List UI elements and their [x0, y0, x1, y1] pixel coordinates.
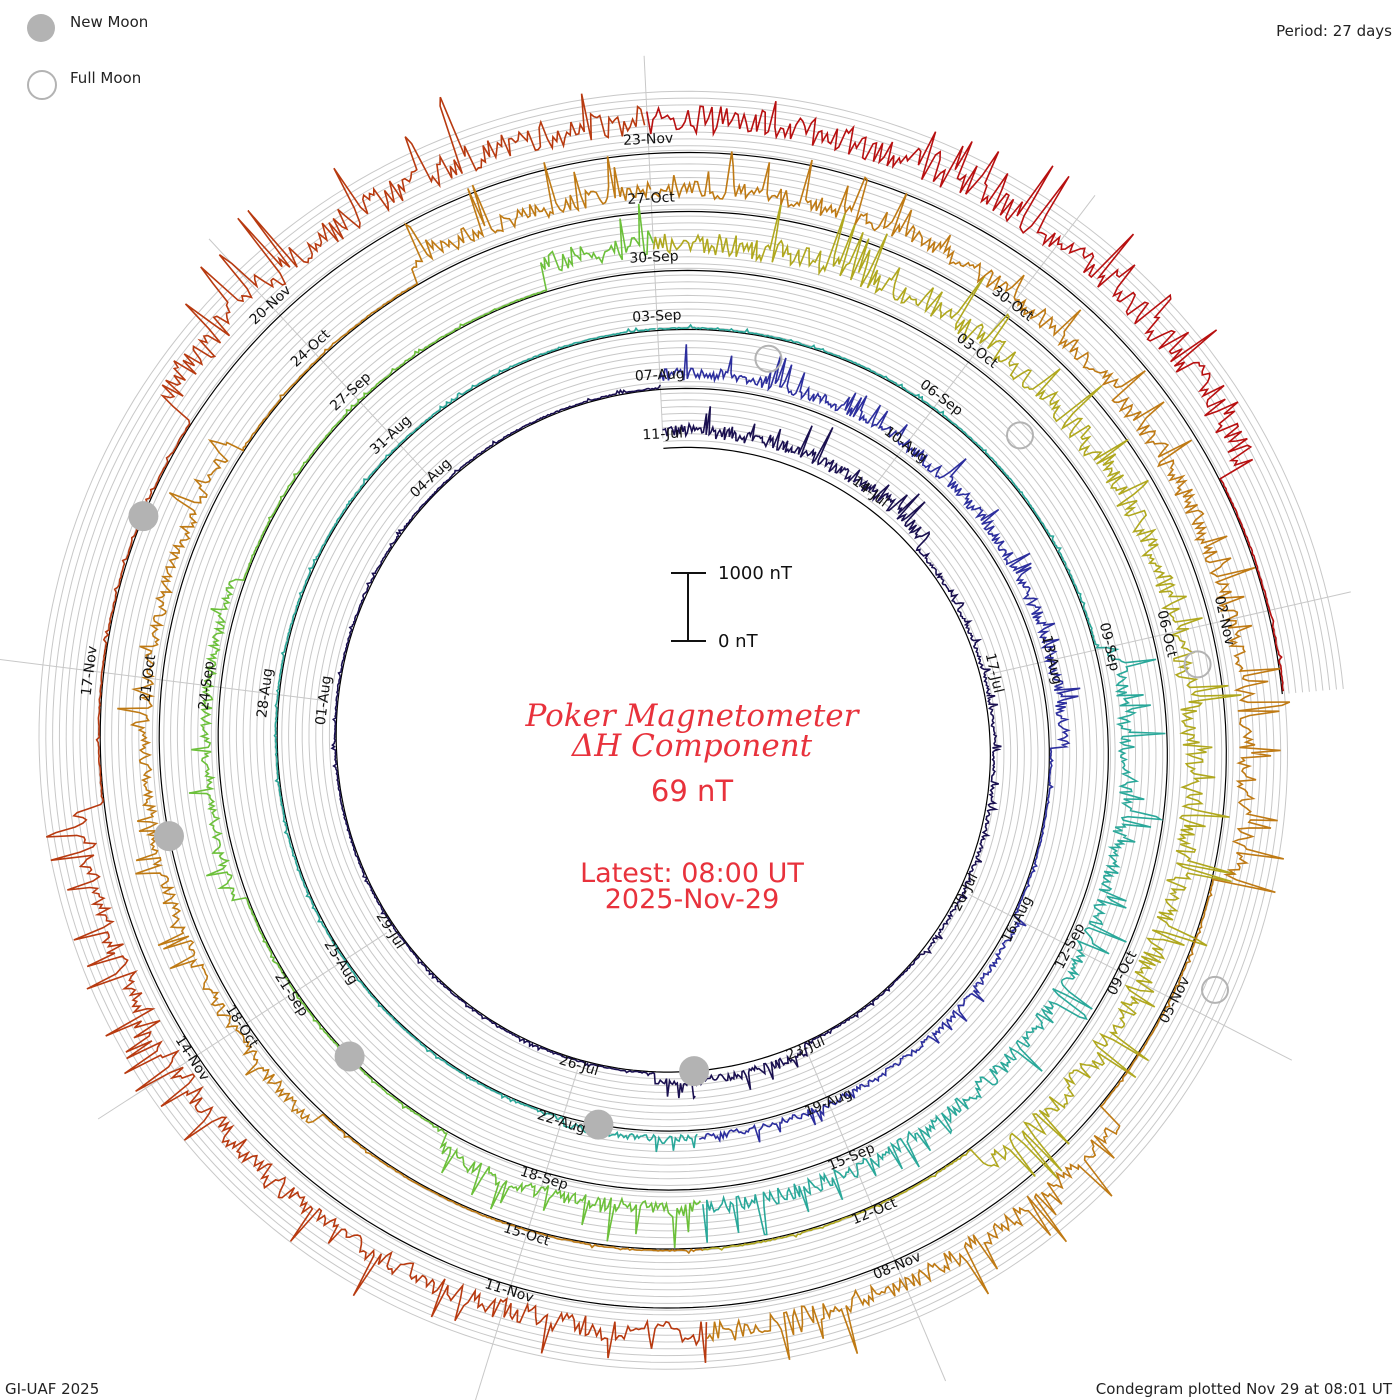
- date-label: 25-Aug: [321, 937, 361, 988]
- date-label: 26-Jul: [557, 1052, 600, 1079]
- new-moon-legend-icon: [27, 14, 55, 42]
- latest-date: 2025-Nov-29: [604, 884, 780, 915]
- latest-time: Latest: 08:00 UT: [580, 858, 804, 889]
- date-label: 20-Jul: [949, 871, 982, 914]
- date-label: 04-Aug: [407, 456, 454, 502]
- grid-spiral: [65, 117, 1317, 1343]
- trace-segment: [117, 156, 704, 1255]
- date-label: 11-Nov: [483, 1276, 536, 1306]
- baseline-spiral: [99, 151, 1283, 1309]
- date-label: 27-Oct: [627, 190, 676, 208]
- grid-spiral: [45, 97, 1337, 1363]
- radial-spoke: [474, 1069, 579, 1400]
- date-label: 16-Aug: [999, 894, 1036, 946]
- zero-baselines: [99, 151, 1283, 1309]
- date-label: 07-Aug: [634, 366, 685, 384]
- full-moon-marker: [1201, 975, 1229, 1004]
- date-label: 24-Oct: [288, 326, 334, 370]
- current-value: 69 nT: [650, 774, 734, 808]
- scale-top-label: 1000 nT: [718, 563, 792, 584]
- trace-segment: [657, 323, 1166, 1243]
- date-label: 28-Aug: [254, 667, 276, 719]
- trace-segment: [650, 151, 1291, 1361]
- trace-segment: [652, 199, 1242, 1251]
- radial-spoke: [989, 591, 1351, 675]
- date-label: 23-Jul: [784, 1033, 828, 1063]
- full-moon-marker: [1006, 421, 1034, 450]
- radial-spoke: [806, 1051, 947, 1382]
- grid-spiral: [52, 104, 1331, 1357]
- date-label: 23-Nov: [623, 130, 674, 148]
- radial-spoke: [867, 194, 1096, 496]
- new-moon-marker: [128, 501, 159, 532]
- trace-segment: [662, 406, 1002, 1090]
- date-label: 13-Aug: [1038, 634, 1065, 686]
- date-label: 24-Sep: [196, 660, 218, 711]
- spiral-grid: [38, 90, 1344, 1370]
- moon-markers: [128, 344, 1229, 1140]
- date-label: 12-Sep: [1052, 921, 1089, 972]
- full-moon-legend-label: Full Moon: [70, 69, 142, 87]
- date-label: 14-Jul: [849, 473, 891, 510]
- trace-segment: [330, 384, 696, 1100]
- new-moon-marker: [583, 1109, 614, 1140]
- period-label: Period: 27 days: [1276, 22, 1392, 40]
- date-label: 15-Oct: [501, 1220, 552, 1249]
- radial-spoke: [0, 659, 328, 702]
- new-moon-legend-label: New Moon: [70, 13, 149, 31]
- radial-spoke: [208, 238, 435, 482]
- trace-segment: [45, 93, 708, 1363]
- radial-spoke: [97, 932, 388, 1120]
- grid-spiral: [58, 111, 1324, 1350]
- trace-segment: [273, 326, 698, 1153]
- new-moon-marker: [679, 1056, 710, 1087]
- plotted-timestamp: Condegram plotted Nov 29 at 08:01 UT: [1095, 1380, 1392, 1398]
- full-moon-marker: [1183, 650, 1212, 679]
- grid-spiral: [79, 131, 1304, 1329]
- date-label: 11-Jul: [642, 425, 683, 443]
- date-label: 17-Nov: [79, 645, 101, 697]
- full-moon-legend-icon: [27, 70, 57, 100]
- radial-spokes: [0, 55, 1351, 1400]
- date-label: 03-Sep: [632, 307, 682, 325]
- date-label: 30-Sep: [629, 248, 679, 266]
- trace-segment: [646, 101, 1285, 692]
- new-moon-marker: [334, 1041, 365, 1072]
- date-label: 05-Nov: [1156, 974, 1193, 1026]
- grid-spiral: [72, 124, 1310, 1336]
- date-label: 17-Jul: [982, 652, 1007, 695]
- date-label: 22-Aug: [535, 1107, 587, 1137]
- date-label: 21-Oct: [137, 653, 159, 703]
- full-moon-marker: [754, 344, 783, 373]
- chart-subtitle: ΔH Component: [571, 728, 813, 764]
- chart-title: Poker Magnetometer: [525, 698, 859, 734]
- trace-segment: [188, 203, 702, 1249]
- date-label: 09-Oct: [1104, 948, 1140, 998]
- trace-segment: [659, 344, 1081, 1143]
- scale-bar: [671, 572, 706, 642]
- scale-bottom-label: 0 nT: [718, 631, 758, 652]
- magnetometer-trace: [45, 93, 1291, 1363]
- date-label: 29-Jul: [373, 909, 408, 952]
- grid-spiral: [86, 138, 1297, 1323]
- date-label: 01-Aug: [313, 675, 335, 727]
- new-moon-marker: [154, 821, 184, 852]
- credit-label: GI-UAF 2025: [5, 1380, 100, 1398]
